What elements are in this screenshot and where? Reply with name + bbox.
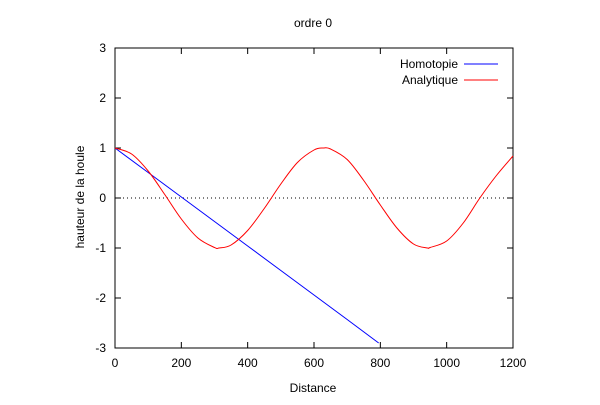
x-axis-label: Distance [290,381,337,395]
x-tick-label: 600 [304,356,324,370]
x-tick-label: 400 [238,356,258,370]
y-tick-label: 3 [99,41,106,55]
x-tick-label: 1000 [433,356,460,370]
y-tick-label: 0 [99,191,106,205]
x-tick-label: 200 [171,356,191,370]
legend-label: Analytique [402,73,458,87]
x-tick-label: 1200 [500,356,527,370]
chart-title: ordre 0 [294,16,332,30]
y-tick-label: -3 [95,341,106,355]
legend-label: Homotopie [400,57,458,71]
y-axis-label: hauteur de la houle [73,145,87,248]
y-tick-label: -2 [95,291,106,305]
x-tick-label: 800 [370,356,390,370]
series-line-homotopie [114,147,379,344]
y-tick-label: -1 [95,241,106,255]
plot-frame [114,47,514,349]
y-tick-label: 2 [99,91,106,105]
series-line-analytique [114,147,514,250]
x-tick-label: 0 [112,356,119,370]
y-tick-label: 1 [99,141,106,155]
